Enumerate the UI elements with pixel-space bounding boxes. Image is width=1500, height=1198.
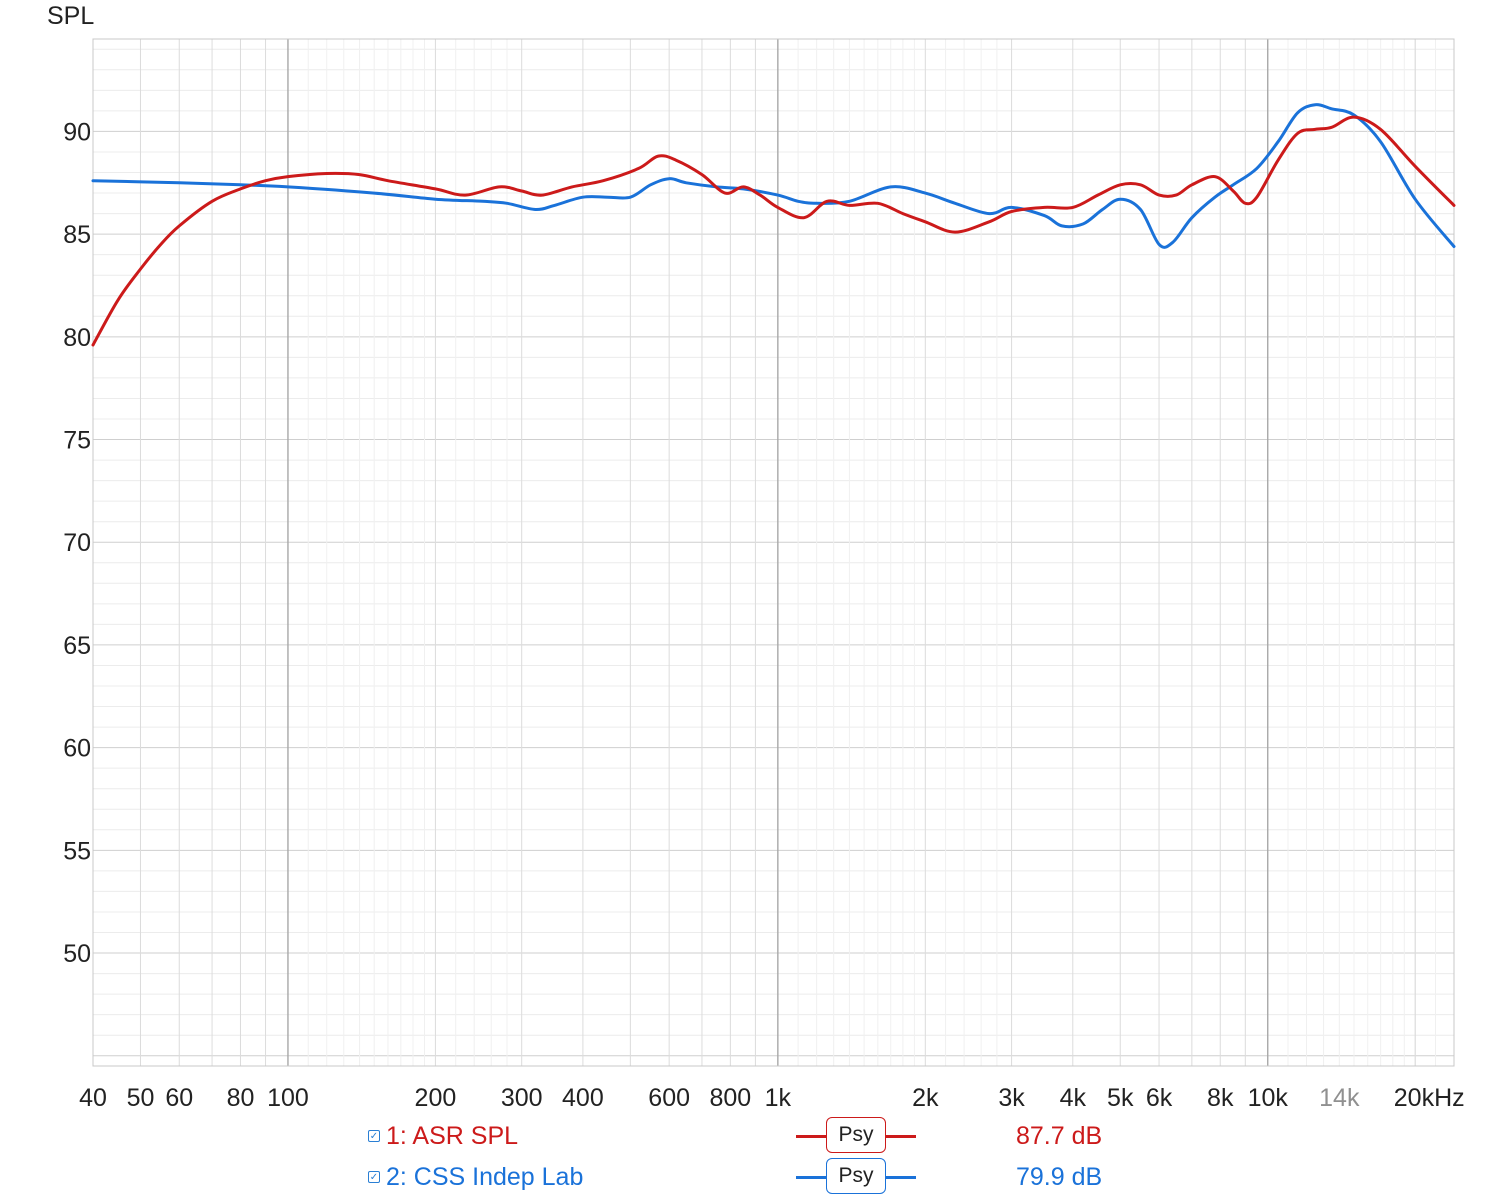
series-1-psy-button[interactable]: Psy [826, 1117, 886, 1153]
y-tick-label: 50 [63, 940, 91, 968]
y-tick-labels: 50 55 60 65 70 75 80 85 90 [63, 118, 91, 968]
y-tick-label: 60 [63, 735, 91, 763]
series-1-swatch: Psy [796, 1117, 916, 1155]
series-2-value: 79.9 dB [1016, 1162, 1103, 1191]
series-1-value: 87.7 dB [1016, 1121, 1103, 1150]
x-tick-label: 20kHz [1394, 1084, 1465, 1112]
y-tick-label: 65 [63, 632, 91, 660]
x-tick-label: 8k [1207, 1084, 1234, 1112]
x-tick-label: 2k [912, 1084, 939, 1112]
series-1-checkbox[interactable]: ✓ [368, 1130, 380, 1142]
series-2-line [91, 103, 1456, 249]
x-tick-label: 60 [165, 1084, 193, 1112]
grid [93, 39, 1454, 1066]
series-2-name[interactable]: 2: CSS Indep Lab [386, 1162, 584, 1191]
y-tick-label: 85 [63, 221, 91, 249]
x-tick-label: 600 [648, 1084, 690, 1112]
y-tick-label: 70 [63, 529, 91, 557]
x-tick-label: 3k [998, 1084, 1025, 1112]
series-2-psy-button[interactable]: Psy [826, 1158, 886, 1194]
legend-row-1: ✓ 1: ASR SPL Psy 87.7 dB [368, 1117, 1102, 1155]
x-tick-label: 100 [267, 1084, 309, 1112]
series-2-swatch: Psy [796, 1158, 916, 1196]
x-tick-label: 400 [562, 1084, 604, 1112]
y-tick-label: 80 [63, 324, 91, 352]
plot-frame [92, 38, 1455, 1067]
y-axis-title: SPL [47, 2, 94, 30]
series-lines [91, 103, 1456, 347]
y-tick-label: 55 [63, 837, 91, 865]
x-tick-label: 50 [127, 1084, 155, 1112]
x-tick-label: 1k [765, 1084, 792, 1112]
legend-row-2: ✓ 2: CSS Indep Lab Psy 79.9 dB [368, 1158, 1102, 1196]
x-tick-label: 10k [1248, 1084, 1289, 1112]
x-tick-label: 4k [1060, 1084, 1087, 1112]
x-tick-label: 80 [227, 1084, 255, 1112]
x-tick-labels: 40 50 60 80 100 200 300 400 600 800 1k 2k 3k 4k 5k 6k 8k… [79, 1084, 1465, 1112]
x-tick-label: 300 [501, 1084, 543, 1112]
x-tick-label: 800 [710, 1084, 752, 1112]
series-1-line [91, 115, 1456, 347]
series-1-name[interactable]: 1: ASR SPL [386, 1121, 519, 1150]
y-tick-label: 90 [63, 118, 91, 146]
x-tick-label: 200 [415, 1084, 457, 1112]
series-2-checkbox[interactable]: ✓ [368, 1171, 380, 1183]
x-tick-label: 5k [1107, 1084, 1134, 1112]
x-tick-label: 14k [1319, 1084, 1360, 1112]
x-tick-label: 40 [79, 1084, 107, 1112]
y-tick-label: 75 [63, 427, 91, 455]
x-tick-label: 6k [1146, 1084, 1173, 1112]
